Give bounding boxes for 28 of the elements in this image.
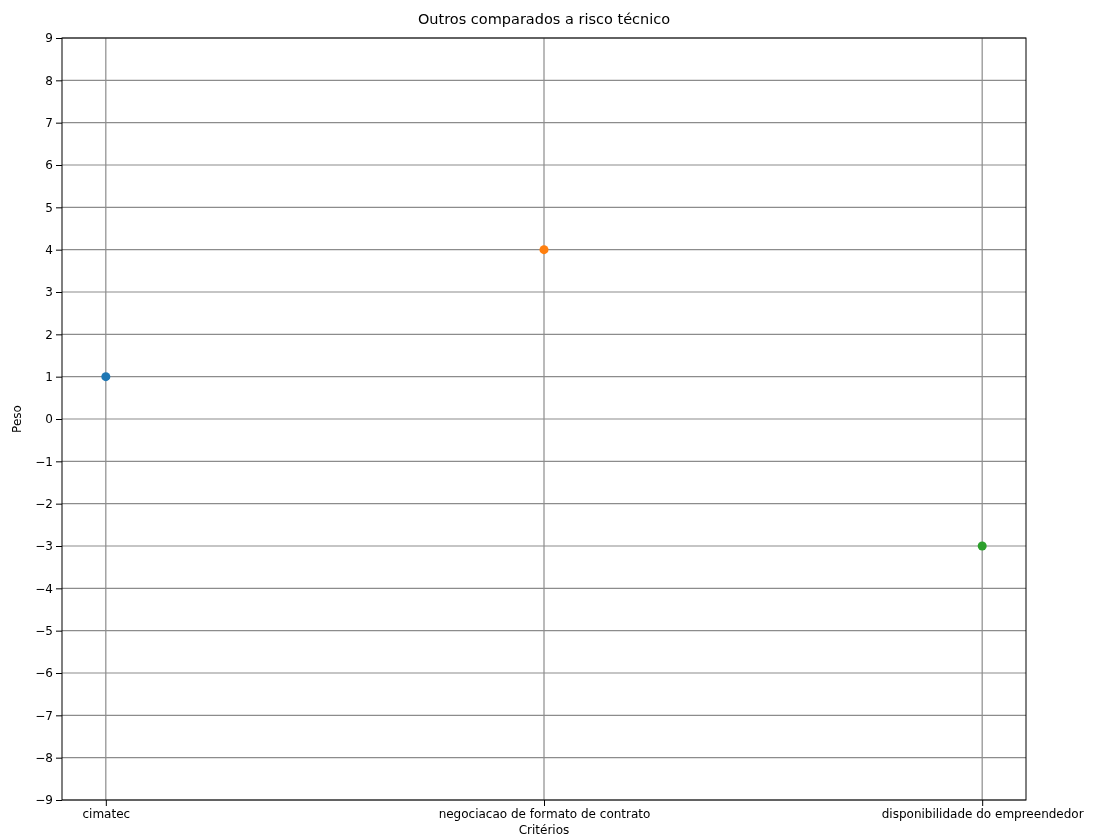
point — [539, 245, 549, 255]
y-tick-label: −5 — [35, 624, 53, 639]
y-tick-label: −2 — [35, 497, 53, 512]
y-tick-label: −4 — [35, 581, 53, 596]
y-tick-label: −8 — [35, 751, 53, 766]
y-tick-label: 6 — [45, 158, 53, 173]
x-tick-label: cimatec — [82, 806, 131, 821]
point — [977, 541, 987, 551]
y-tick-label: 0 — [45, 412, 53, 427]
x-tick-label: disponibilidade do empreendedor — [881, 806, 1084, 821]
y-tick-label: 7 — [45, 116, 53, 131]
y-tick-label: −6 — [35, 666, 53, 681]
y-tick-label: 4 — [45, 243, 53, 258]
y-tick-label: −1 — [35, 454, 53, 469]
y-axis-title: Peso — [10, 405, 24, 433]
y-tick-label: −7 — [35, 708, 53, 723]
y-tick-label: 8 — [45, 73, 53, 88]
y-tick-label: 1 — [45, 370, 53, 385]
x-axis-title: Critérios — [518, 823, 570, 837]
chart-title: Outros comparados a risco técnico — [417, 11, 671, 27]
y-tick-label: 5 — [45, 200, 53, 215]
y-tick-label: −9 — [35, 793, 53, 808]
y-tick-label: 9 — [45, 31, 53, 46]
y-tick-label: 2 — [45, 327, 53, 342]
x-tick-label: negociacao de formato de contrato — [438, 806, 651, 821]
y-tick-label: −3 — [35, 539, 53, 554]
y-tick-label: 3 — [45, 285, 53, 300]
point — [101, 372, 111, 382]
